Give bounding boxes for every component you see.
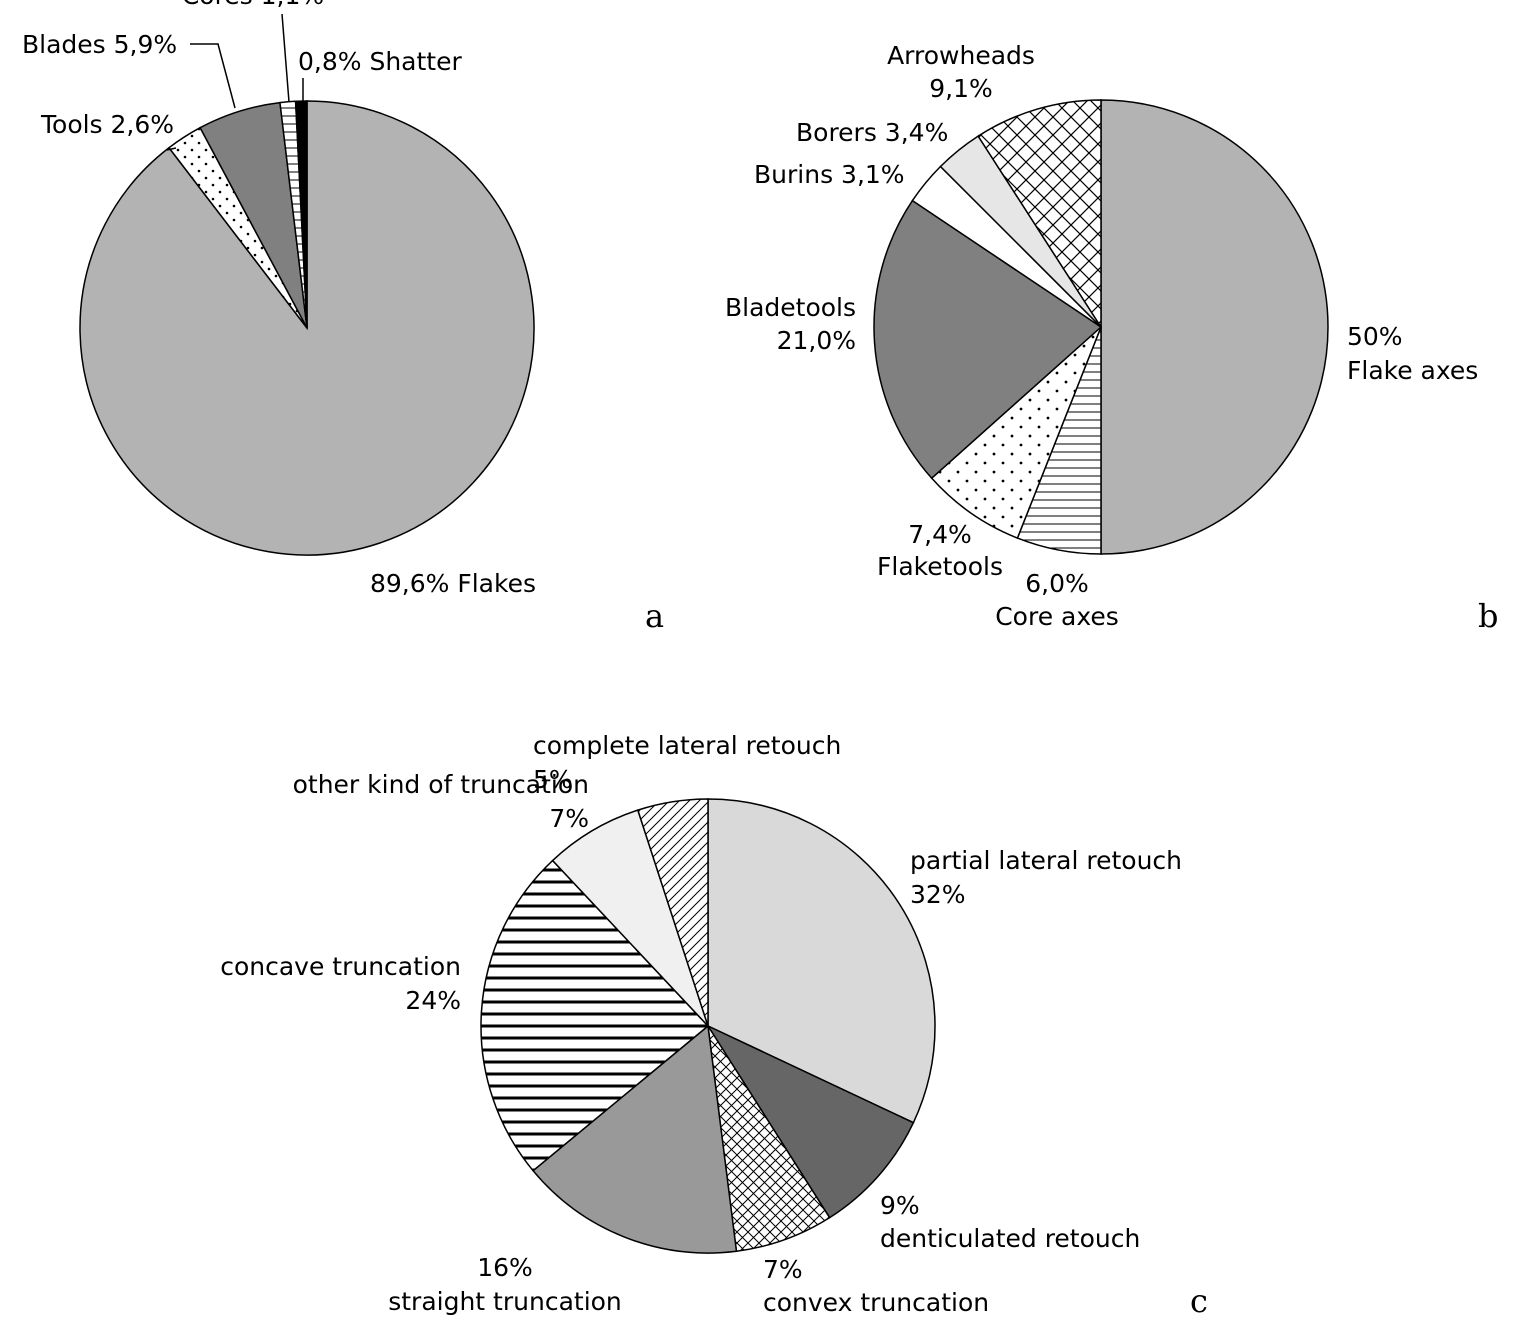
slice-label: 9% denticulated retouch (880, 1191, 1140, 1253)
leader-line (281, 13, 290, 103)
slice-label: Blades 5,9% (22, 30, 177, 59)
pie-slice-straight-truncation (532, 1024, 738, 1254)
slice-label: 7,4% Flaketools (877, 520, 1003, 581)
pie-slice-concave-truncation (480, 859, 710, 1172)
slice-label: 50% Flake axes (1347, 322, 1478, 385)
pie-slice-flake-axes (1100, 99, 1329, 555)
pie-slice-bladetools (873, 199, 1103, 480)
slice-label: Bladetools 21,0% (725, 293, 856, 355)
slice-label: 7% convex truncation (763, 1255, 989, 1317)
slice-label: Arrowheads 9,1% (887, 41, 1035, 103)
slice-label: Burins 3,1% (754, 160, 905, 189)
slice-label: Cores 1,1% (182, 0, 324, 10)
pie-slice-denticulated-retouch (705, 1024, 915, 1219)
slice-label: Tools 2,6% (40, 110, 174, 139)
slice-label: 0,8% Shatter (298, 47, 462, 76)
slice-label: 89,6% Flakes (370, 569, 536, 598)
panel-letter-b: b (1478, 597, 1498, 635)
pie-slice-shatter (294, 100, 308, 329)
leader-line (166, 147, 177, 151)
panel-letter-a: a (645, 597, 664, 635)
pie-slice-partial-lateral-retouch (707, 798, 936, 1124)
pie-chart-c: partial lateral retouch 32% 9% denticulated… (220, 731, 1182, 1317)
slice-label: concave truncation 24% (220, 952, 461, 1015)
pie-chart-a: 89,6% Flakes Tools 2,6% Blades 5,9% Cores 1… (22, 0, 536, 598)
slice-label: Borers 3,4% (796, 118, 948, 147)
slice-label: partial lateral retouch 32% (910, 846, 1182, 909)
leader-line (190, 43, 236, 109)
slice-label: complete lateral retouch 5% (533, 731, 841, 794)
panel-letter-c: c (1190, 1282, 1208, 1320)
slice-label: other kind of truncation 7% (293, 770, 589, 833)
pie-slice-arrowheads (977, 99, 1102, 330)
slice-label: 6,0% Core axes (995, 569, 1119, 631)
pie-slice-complete-lateral-retouch (636, 798, 709, 1027)
slice-label: 16% straight truncation (388, 1253, 622, 1316)
pie-slice-flaketools (930, 326, 1102, 540)
